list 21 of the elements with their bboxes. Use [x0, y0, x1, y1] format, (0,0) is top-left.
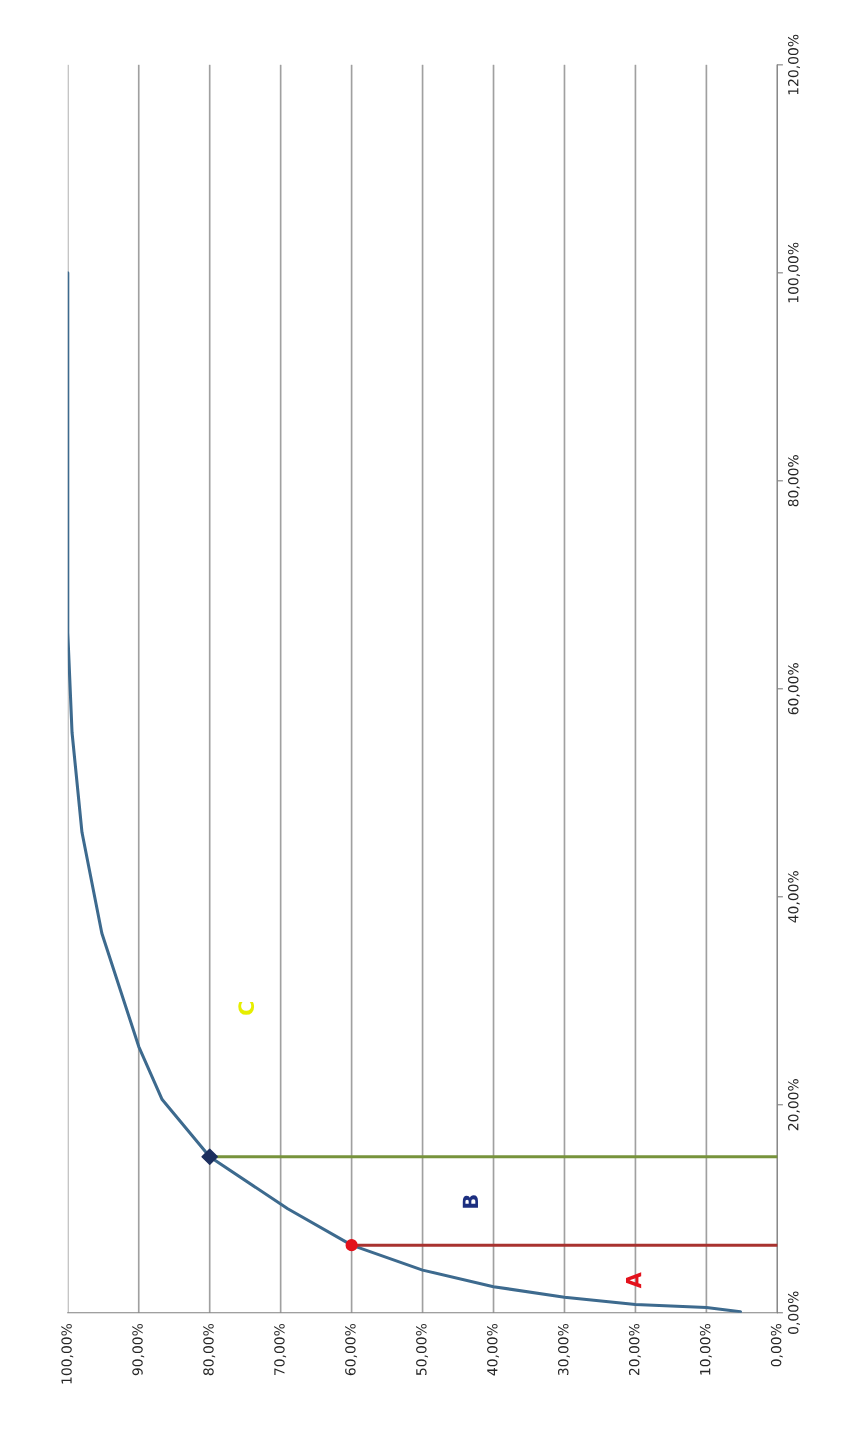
- y-tick-label: 20,00%: [788, 1079, 800, 1131]
- y-tick-label: 40,00%: [788, 871, 800, 923]
- y-tick-label: 100,00%: [788, 242, 800, 303]
- y-tick-label: 60,00%: [788, 663, 800, 715]
- x-tick-label: 30,00%: [558, 1323, 570, 1376]
- x-tick-label: 80,00%: [203, 1323, 216, 1376]
- x-tick-label: 50,00%: [416, 1323, 429, 1376]
- x-tick-label: 70,00%: [274, 1323, 287, 1375]
- annotation: C: [238, 1001, 255, 1015]
- annotation: A: [625, 1272, 642, 1289]
- x-tick-label: 40,00%: [487, 1323, 499, 1376]
- x-tick-label: 20,00%: [628, 1323, 641, 1376]
- x-tick-label: 60,00%: [345, 1323, 358, 1376]
- annotation: B: [462, 1195, 478, 1208]
- y-tick-label: 0,00%: [788, 1291, 800, 1334]
- y-tick-label: 120,00%: [788, 34, 800, 95]
- x-tick-label: 90,00%: [132, 1323, 145, 1376]
- x-tick-label: 10,00%: [699, 1323, 712, 1375]
- line-series: [67, 271, 742, 1313]
- x-tick-label: 100,00%: [61, 1323, 74, 1384]
- y-tick-label: 80,00%: [788, 455, 800, 507]
